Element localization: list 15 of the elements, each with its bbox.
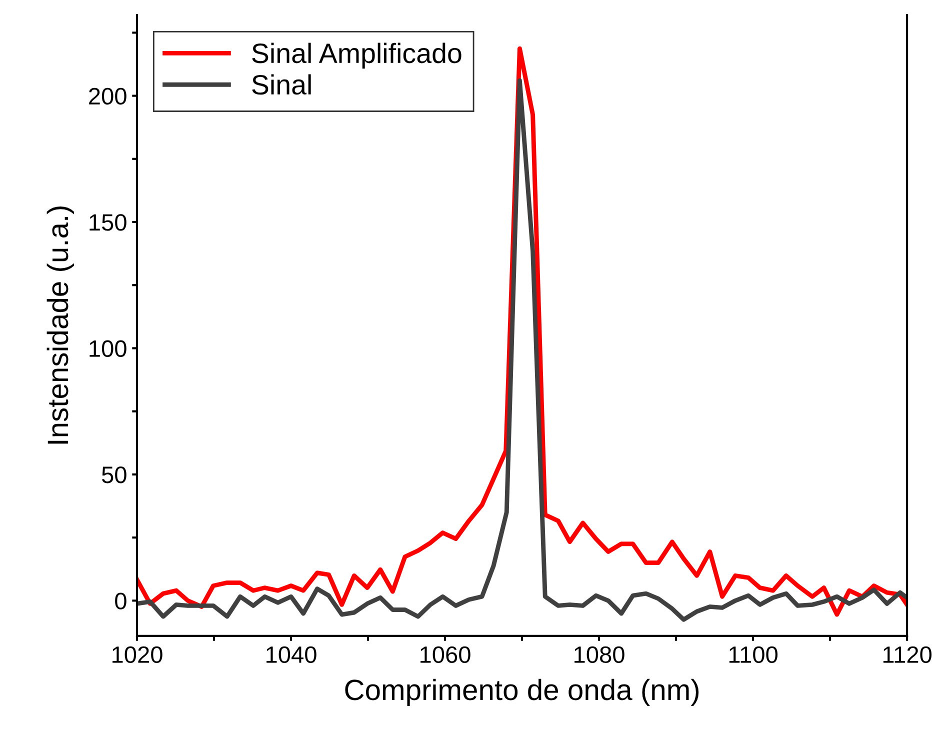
y-tick-label: 150 bbox=[90, 214, 126, 231]
y-axis-title: Instensidade (u.a.) bbox=[46, 206, 74, 444]
x-axis-title: Comprimento de onda (nm) bbox=[345, 678, 699, 706]
y-tick-label: 50 bbox=[102, 466, 126, 484]
x-tick-label: 1060 bbox=[420, 646, 470, 664]
legend-label: Sinal Amplificado bbox=[252, 42, 462, 69]
x-tick-label: 1020 bbox=[112, 646, 162, 664]
legend-label: Sinal bbox=[252, 74, 311, 95]
x-tick-label: 1120 bbox=[883, 646, 932, 664]
y-tick-label: 100 bbox=[90, 340, 126, 357]
x-tick-label: 1080 bbox=[574, 646, 624, 664]
y-tick-label: 200 bbox=[89, 88, 126, 105]
x-tick-label: 1100 bbox=[729, 646, 778, 664]
x-tick-label: 1040 bbox=[266, 646, 316, 664]
y-tick-label: 0 bbox=[115, 592, 126, 610]
